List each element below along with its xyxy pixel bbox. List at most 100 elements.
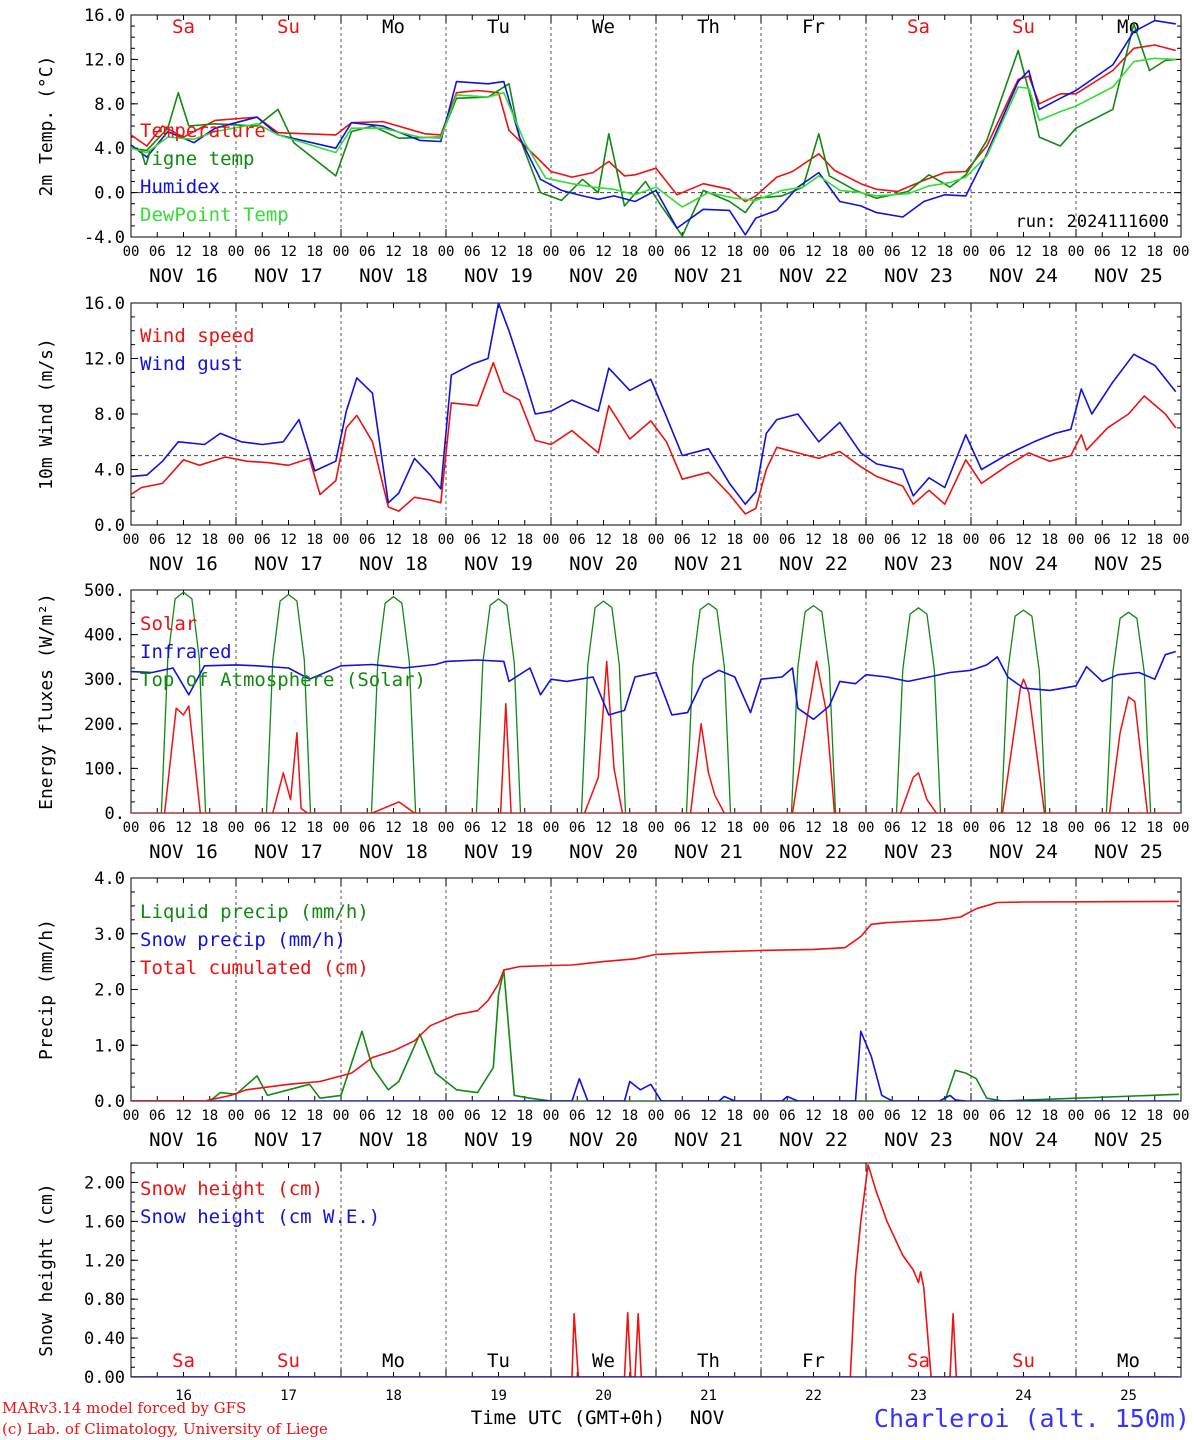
date-label: NOV 18 xyxy=(359,1129,428,1151)
day-of-week-label: Sa xyxy=(907,1350,930,1372)
hour-tick-label: 12 xyxy=(490,1108,507,1124)
y-tick-label: 16.0 xyxy=(84,6,125,26)
y-axis-label: 10m Wind (m/s) xyxy=(36,338,57,490)
y-tick-label: 0.00 xyxy=(84,1368,125,1388)
hour-tick-label: 06 xyxy=(1094,244,1111,260)
date-label: NOV 18 xyxy=(359,841,428,863)
hour-tick-label: 00 xyxy=(1068,820,1085,836)
day-number-label: 16 xyxy=(175,1388,192,1404)
hour-tick-label: 00 xyxy=(228,820,245,836)
hour-tick-label: 00 xyxy=(963,532,980,548)
hour-tick-label: 00 xyxy=(123,244,140,260)
legend-entry: Infrared xyxy=(140,641,232,663)
series-toa-solar xyxy=(160,591,207,813)
hour-tick-label: 00 xyxy=(963,244,980,260)
date-label: NOV 24 xyxy=(989,553,1058,575)
hour-tick-label: 00 xyxy=(648,244,665,260)
date-label: NOV 24 xyxy=(989,1129,1058,1151)
hour-tick-label: 18 xyxy=(831,1108,848,1124)
series-temp-1 xyxy=(131,23,1176,237)
hour-tick-label: 12 xyxy=(175,820,192,836)
day-of-week-label: Mo xyxy=(1117,1350,1140,1372)
hour-tick-label: 12 xyxy=(805,820,822,836)
series-toa-solar xyxy=(580,600,627,813)
panel-snow: 0.00 0.40 0.80 1.20 1.60 2.00 Snow height (cm)… xyxy=(36,1162,1182,1404)
date-label: NOV 16 xyxy=(149,265,218,287)
day-number-label: 23 xyxy=(910,1388,927,1404)
hour-tick-label: 00 xyxy=(1068,1108,1085,1124)
day-of-week-label: Mo xyxy=(1117,16,1140,38)
y-tick-label: 12.0 xyxy=(84,350,125,370)
series-toa-solar xyxy=(1000,609,1047,813)
date-label: NOV 16 xyxy=(149,841,218,863)
y-axis-label: Energy fluxes (W/m²) xyxy=(36,593,57,810)
date-label: NOV 16 xyxy=(149,553,218,575)
hour-tick-label: 18 xyxy=(516,532,533,548)
hour-tick-label: 18 xyxy=(306,820,323,836)
hour-tick-label: 12 xyxy=(910,1108,927,1124)
day-of-week-label: Sa xyxy=(172,1350,195,1372)
hour-tick-label: 06 xyxy=(359,532,376,548)
hour-tick-label: 18 xyxy=(621,244,638,260)
hour-tick-label: 18 xyxy=(1041,820,1058,836)
hour-tick-label: 18 xyxy=(306,1108,323,1124)
hour-tick-label: 00 xyxy=(648,820,665,836)
hour-tick-label: 12 xyxy=(910,532,927,548)
hour-tick-label: 00 xyxy=(858,1108,875,1124)
date-label: NOV 17 xyxy=(254,553,323,575)
day-of-week-label: Tu xyxy=(487,16,510,38)
date-label: NOV 22 xyxy=(779,265,848,287)
day-of-week-label: Su xyxy=(1012,1350,1035,1372)
hour-tick-label: 06 xyxy=(674,820,691,836)
hour-tick-label: 18 xyxy=(306,532,323,548)
y-tick-label: 4.0 xyxy=(94,461,125,481)
y-tick-label: 300. xyxy=(84,670,125,690)
hour-tick-label: 12 xyxy=(175,1108,192,1124)
day-number-label: 25 xyxy=(1120,1388,1137,1404)
day-of-week-label: Fr xyxy=(802,1350,825,1372)
hour-tick-label: 06 xyxy=(1094,1108,1111,1124)
y-tick-label: 2.00 xyxy=(84,1173,125,1193)
series-precip-0 xyxy=(131,969,1179,1101)
panel-wind: 0.0 4.0 8.0 12.0 16.0 10m Wind (m/s) 00 06 12 18 0… xyxy=(36,294,1189,575)
series-precip-2 xyxy=(131,900,1179,1101)
hour-tick-label: 06 xyxy=(674,1108,691,1124)
hour-tick-label: 12 xyxy=(1120,532,1137,548)
hour-tick-label: 18 xyxy=(306,244,323,260)
hour-tick-label: 12 xyxy=(700,820,717,836)
hour-tick-label: 18 xyxy=(516,244,533,260)
legend-entry: Solar xyxy=(140,613,197,635)
date-label: NOV 19 xyxy=(464,265,533,287)
date-label: NOV 17 xyxy=(254,841,323,863)
hour-tick-label: 00 xyxy=(963,820,980,836)
hour-tick-label: 06 xyxy=(884,532,901,548)
hour-tick-label: 12 xyxy=(805,244,822,260)
hour-tick-label: 00 xyxy=(333,244,350,260)
hour-tick-label: 18 xyxy=(936,244,953,260)
panel-energy: 0. 100. 200. 300. 400. 500. Energy fluxes (W/m… xyxy=(36,581,1189,863)
hour-tick-label: 12 xyxy=(595,244,612,260)
date-label: NOV 21 xyxy=(674,265,743,287)
day-of-week-label: Th xyxy=(697,16,720,38)
date-label: NOV 21 xyxy=(674,841,743,863)
series-toa-solar xyxy=(790,604,837,813)
date-label: NOV 22 xyxy=(779,1129,848,1151)
date-label: NOV 23 xyxy=(884,841,953,863)
day-of-week-label: Sa xyxy=(172,16,195,38)
hour-tick-label: 18 xyxy=(411,244,428,260)
hour-tick-label: 12 xyxy=(910,244,927,260)
hour-tick-label: 12 xyxy=(1015,820,1032,836)
y-tick-label: 1.0 xyxy=(94,1036,125,1056)
date-label: NOV 24 xyxy=(989,841,1058,863)
date-label: NOV 19 xyxy=(464,553,533,575)
series-solar xyxy=(899,772,938,813)
footer-credit-line1: MARv3.14 model forced by GFS xyxy=(2,1399,246,1417)
y-tick-label: 0. xyxy=(105,804,125,824)
day-of-week-label: Su xyxy=(277,1350,300,1372)
date-label: NOV 21 xyxy=(674,553,743,575)
hour-tick-label: 18 xyxy=(831,244,848,260)
y-axis-label: 2m Temp. (°C) xyxy=(36,56,57,197)
hour-tick-label: 00 xyxy=(753,244,770,260)
station-title: Charleroi (alt. 150m) xyxy=(874,1404,1190,1433)
